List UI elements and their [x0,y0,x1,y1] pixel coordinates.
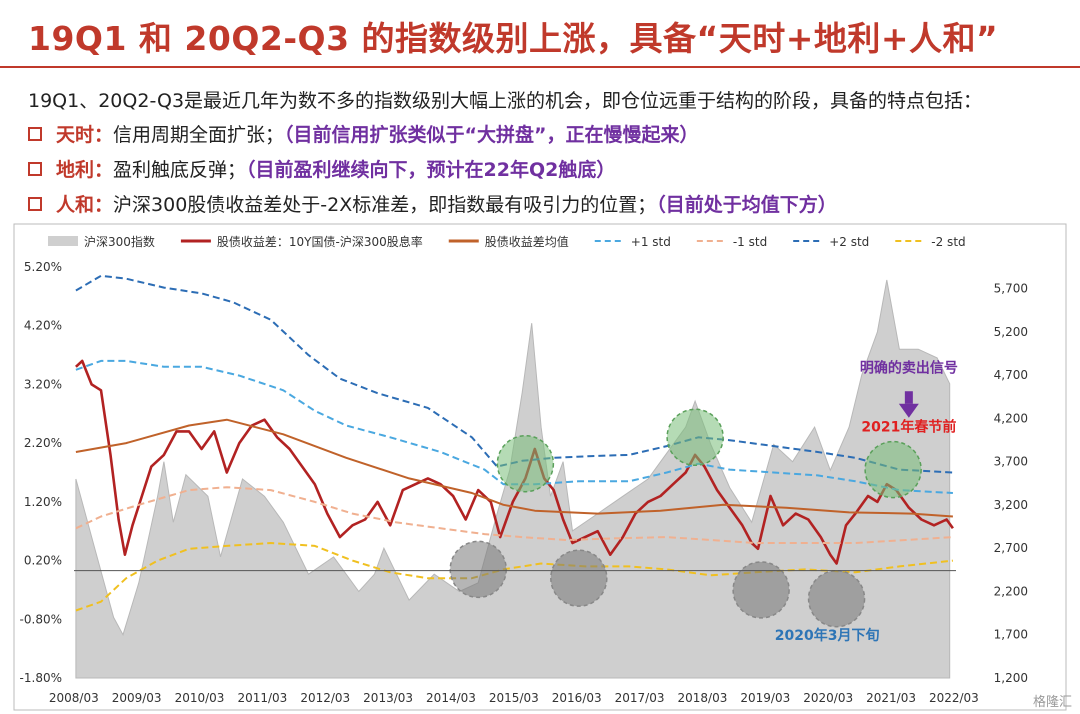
x-tick-label: 2013/03 [363,691,413,705]
x-tick-label: 2017/03 [615,691,665,705]
high-marker-0 [496,434,555,493]
legend-swatch [48,236,78,246]
legend-item-4: -1 std [696,235,767,249]
low-marker-5 [732,561,790,619]
legend-item-1: 股债收益差：10Y国债-沪深300股息率 [180,234,423,249]
sell-arrow-icon [898,403,919,418]
bullet-note: （目前处于均值下方） [656,194,837,216]
y-right-tick-label: 1,200 [994,671,1028,685]
y-left-tick-label: 3.20% [24,377,62,391]
y-left-tick-label: 2.20% [24,436,62,450]
low-marker-3 [449,540,507,599]
y-left-tick-label: -1.80% [20,671,62,685]
annotation-0: 明确的卖出信号 [860,360,958,377]
legend-item-2: 股债收益差均值 [448,234,569,249]
y-right-tick-label: 3,700 [994,455,1028,469]
legend-label: 沪深300指数 [84,234,155,249]
y-right-tick-label: 2,200 [994,584,1028,598]
low-marker-6 [807,569,866,628]
y-right-tick-label: 5,700 [994,282,1028,296]
x-tick-label: 2009/03 [112,691,162,705]
bullet-dili: 地利：盈利触底反弹；（目前盈利继续向下，预计在22年Q2触底） [28,155,615,182]
watermark-logo: 格隆汇 [1032,695,1072,710]
chart-frame [13,223,1067,711]
y-right-tick-label: 5,200 [994,325,1028,339]
y-left-tick-label: -0.80% [20,612,62,626]
x-tick-label: 2012/03 [300,691,350,705]
annotation-1: 2021年春节前 [861,418,956,435]
annotation-2: 2020年3月下旬 [775,627,880,644]
legend-label: -2 std [931,235,965,249]
bullet-tianshi: 天时：信用周期全面扩张；（目前信用扩张类似于“大拼盘”，正在慢慢起来） [28,120,699,147]
legend-label: +1 std [631,235,671,249]
low-marker-4 [550,549,608,607]
page-title: 19Q1 和 20Q2-Q3 的指数级别上涨，具备“天时+地利+人和” [28,19,999,58]
y-right-tick-label: 1,700 [994,628,1028,642]
sell-arrow-shaft [904,391,913,404]
legend-label: 股债收益差：10Y国债-沪深300股息率 [217,234,423,249]
x-tick-label: 2021/03 [866,691,916,705]
x-tick-label: 2015/03 [489,691,539,705]
y-right-tick-label: 4,700 [994,368,1028,382]
bullet-text: 信用周期全面扩张； [113,124,285,146]
bullet-key: 地利： [56,159,114,181]
x-tick-label: 2020/03 [803,691,853,705]
legend-item-6: -2 std [895,235,966,249]
y-left-tick-label: 0.20% [24,554,62,568]
bullet-note: （目前盈利继续向下，预计在22年Q2触底） [246,159,616,181]
chart-legend: 沪深300指数 股债收益差：10Y国债-沪深300股息率 股债收益差均值 +1 std… [48,234,966,249]
title-divider [0,66,1080,68]
high-marker-1 [666,408,724,467]
y-right-tick-label: 2,700 [994,541,1028,555]
x-tick-label: 2019/03 [740,691,790,705]
y-right-tick-label: 3,200 [994,498,1028,512]
legend-label: +2 std [829,235,869,249]
series-line-5-2-std [75,274,953,474]
series-line-4-1-std [75,486,953,544]
y-left-tick-label: 4.20% [24,319,62,333]
square-bullet-icon [28,161,42,176]
x-tick-label: 2018/03 [678,691,728,705]
legend-item-5: +2 std [793,235,869,249]
y-right-tick-label: 4,200 [994,411,1028,425]
legend-item-0: 沪深300指数 [48,234,155,249]
legend-item-3: +1 std [594,235,671,249]
spread-chart: 沪深300指数 股债收益差：10Y国债-沪深300股息率 股债收益差均值 +1 std… [13,223,1067,711]
x-tick-label: 2008/03 [49,691,99,705]
high-marker-2 [864,440,922,499]
bullet-key: 天时： [56,124,114,146]
x-tick-label: 2014/03 [426,691,476,705]
square-bullet-icon [28,126,42,141]
y-left-tick-label: 5.20% [24,260,62,274]
square-bullet-icon [28,196,42,211]
bullet-text: 盈利触底反弹； [113,159,247,181]
y-left-tick-label: 1.20% [24,495,62,509]
series-line-3-1-std [75,359,953,494]
x-tick-label: 2010/03 [175,691,225,705]
series-line-2-series [75,418,953,518]
bullet-renhe: 人和：沪深300股债收益差处于-2X标准差，即指数最有吸引力的位置；（目前处于均… [28,190,837,217]
x-tick-label: 2022/03 [929,691,979,705]
x-tick-label: 2011/03 [237,691,287,705]
bullet-text: 沪深300股债收益差处于-2X标准差，即指数最有吸引力的位置； [113,194,657,216]
x-tick-label: 2016/03 [552,691,602,705]
bullet-key: 人和： [56,194,114,216]
legend-label: -1 std [733,235,767,249]
intro-text: 19Q1、20Q2-Q3是最近几年为数不多的指数级别大幅上涨的机会，即仓位远重于… [28,90,983,112]
legend-label: 股债收益差均值 [485,234,569,249]
bullet-note: （目前信用扩张类似于“大拼盘”，正在慢慢起来） [284,124,699,146]
